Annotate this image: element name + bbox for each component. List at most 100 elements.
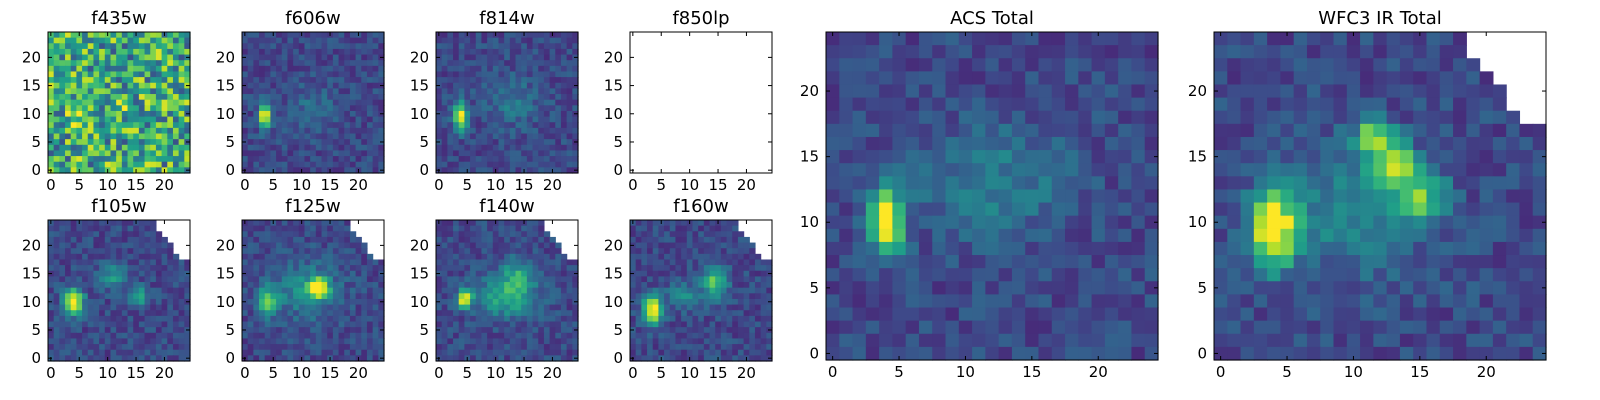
heatmap-cell [560, 94, 568, 101]
heatmap-cell [121, 259, 129, 266]
heatmap-cell [892, 163, 907, 177]
heatmap-cell [127, 150, 134, 157]
heatmap-cell [366, 327, 374, 334]
heatmap-cell [498, 167, 505, 174]
heatmap-cell [93, 338, 100, 345]
heatmap-cell [366, 276, 374, 283]
heatmap-cell [766, 265, 773, 272]
heatmap-cell [121, 48, 129, 56]
heatmap-cell [116, 282, 123, 289]
heatmap-cell [441, 144, 448, 152]
heatmap-cell [116, 82, 123, 89]
heatmap-cell [53, 304, 60, 311]
heatmap-cell [344, 276, 351, 283]
heatmap-cell [464, 231, 471, 238]
heatmap-cell [298, 276, 306, 283]
heatmap-cell [150, 282, 157, 289]
heatmap-cell [82, 144, 89, 152]
heatmap-cell [315, 236, 323, 244]
heatmap-cell [1131, 255, 1146, 269]
heatmap-cell [464, 65, 471, 73]
heatmap-cell [560, 310, 568, 317]
heatmap-cell [743, 253, 750, 261]
heatmap-cell [1091, 241, 1106, 256]
panel-title: f140w [479, 196, 534, 217]
heatmap-cell [253, 321, 260, 328]
heatmap-cell [1038, 136, 1053, 151]
heatmap-cell [726, 265, 733, 272]
heatmap-cell [138, 220, 146, 227]
heatmap-cell [658, 282, 665, 289]
heatmap-cell [155, 32, 163, 39]
heatmap-cell [144, 161, 151, 168]
heatmap-cell [259, 276, 266, 283]
heatmap-cell [121, 88, 129, 95]
heatmap-cell [852, 45, 867, 59]
heatmap-cell [321, 270, 328, 277]
heatmap-cell [1011, 176, 1026, 191]
heatmap-cell [99, 231, 106, 238]
heatmap-cell [532, 315, 539, 323]
heatmap-cell [65, 144, 72, 152]
heatmap-cell [70, 304, 77, 311]
heatmap-cell [560, 105, 568, 112]
heatmap-cell [332, 71, 340, 78]
heatmap-cell [87, 133, 95, 140]
heatmap-cell [298, 338, 306, 345]
heatmap-cell [498, 110, 505, 118]
heatmap-cell [754, 310, 762, 317]
heatmap-cell [144, 37, 151, 44]
heatmap-cell [344, 156, 351, 163]
heatmap-cell [366, 349, 374, 356]
heatmap-cell [998, 268, 1013, 282]
heatmap-cell [242, 105, 249, 112]
heatmap-cell [127, 310, 134, 317]
heatmap-cell [549, 236, 556, 244]
heatmap-cell [566, 276, 573, 283]
heatmap-cell [703, 236, 711, 244]
heatmap-cell [538, 156, 545, 163]
heatmap-cell [572, 338, 579, 345]
heatmap-cell [675, 355, 682, 362]
heatmap-cell [116, 220, 123, 227]
heatmap-cell [247, 88, 254, 95]
heatmap-cell [892, 176, 907, 191]
heatmap-cell [259, 43, 266, 50]
x-tick-label: 0 [46, 364, 56, 382]
heatmap-cell [344, 293, 351, 300]
heatmap-cell [281, 332, 289, 340]
heatmap-cell [281, 321, 289, 328]
heatmap-cell [247, 116, 254, 123]
heatmap-cell [681, 344, 688, 351]
heatmap-cell [515, 116, 522, 123]
heatmap-cell [287, 167, 294, 174]
heatmap-cell [447, 167, 454, 174]
heatmap-cell [338, 77, 345, 84]
heatmap-cell [852, 123, 867, 138]
heatmap-cell [304, 116, 311, 123]
heatmap-cell [1131, 97, 1146, 112]
heatmap-cell [332, 37, 340, 44]
x-tick-label: 5 [268, 364, 278, 382]
heatmap-cell [892, 228, 907, 243]
heatmap-cell [133, 287, 140, 294]
heatmap-cell [1078, 215, 1093, 230]
heatmap-cell [321, 310, 328, 317]
heatmap-cell [698, 321, 705, 328]
heatmap-cell [972, 58, 986, 72]
heatmap-cell [332, 144, 340, 152]
heatmap-cell [59, 349, 66, 356]
heatmap-cell [698, 225, 705, 232]
heatmap-cell [560, 127, 568, 135]
heatmap-cell [76, 77, 83, 84]
heatmap-cell [65, 253, 72, 261]
heatmap-cell [378, 150, 385, 157]
heatmap-cell [509, 338, 517, 345]
heatmap-cell [366, 105, 374, 112]
heatmap-cell [276, 265, 283, 272]
heatmap-cell [349, 332, 357, 340]
heatmap-cell [332, 236, 340, 244]
heatmap-cell [247, 127, 254, 135]
heatmap-cell [515, 94, 522, 101]
